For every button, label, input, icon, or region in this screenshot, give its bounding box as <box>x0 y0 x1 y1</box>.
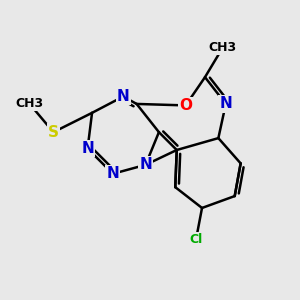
Text: CH3: CH3 <box>209 41 237 54</box>
Text: N: N <box>106 166 119 181</box>
Text: N: N <box>139 158 152 172</box>
Text: CH3: CH3 <box>16 98 44 110</box>
Text: N: N <box>81 141 94 156</box>
Text: Cl: Cl <box>189 233 203 246</box>
Text: O: O <box>179 98 192 113</box>
Text: N: N <box>219 96 232 111</box>
Text: S: S <box>48 125 59 140</box>
Text: N: N <box>117 89 130 104</box>
